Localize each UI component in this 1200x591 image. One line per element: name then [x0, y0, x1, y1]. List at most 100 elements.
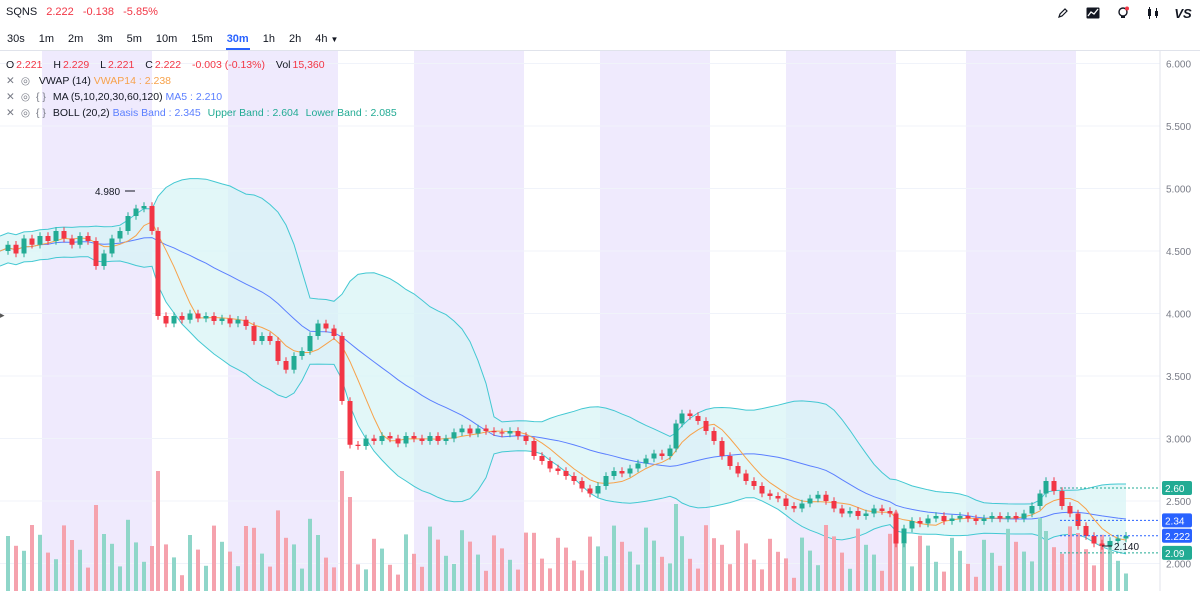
- vs-logo: VS: [1174, 5, 1192, 21]
- volume-bar: [308, 518, 312, 591]
- volume-bar: [982, 539, 986, 591]
- interval-tab-active[interactable]: 30m: [220, 28, 256, 50]
- ma-name: MA (5,10,20,30,60,120): [52, 91, 163, 103]
- candle-body: [855, 511, 861, 516]
- volume-bar: [412, 553, 416, 591]
- candle-body: [555, 468, 561, 471]
- volume-bar: [276, 510, 280, 591]
- interval-tab[interactable]: 3m: [97, 33, 113, 45]
- close-icon[interactable]: ✕: [6, 91, 15, 103]
- volume-bar: [1108, 544, 1112, 591]
- volume-bar: [300, 568, 304, 591]
- interval-tab[interactable]: 5m: [126, 33, 142, 45]
- candle-body: [823, 494, 829, 501]
- ma-legend: ✕ ◎ { } MA (5,10,20,30,60,120) MA5 : 2.210: [6, 89, 222, 105]
- volume-bar: [902, 543, 906, 591]
- candle-body: [679, 413, 685, 424]
- bulb-icon[interactable]: [1114, 4, 1132, 22]
- candle-body: [395, 438, 401, 444]
- candle-body: [879, 508, 885, 511]
- interval-tab[interactable]: 2h: [288, 33, 302, 45]
- volume-bar: [444, 555, 448, 591]
- candle-body: [1099, 543, 1105, 546]
- eye-icon[interactable]: ◎: [20, 75, 30, 87]
- candle-body: [965, 516, 971, 519]
- price-chart[interactable]: 6.000 5.500 5.000 4.500 4.000 3.500 3.000 2.500…: [0, 51, 1200, 591]
- volume-bar: [436, 539, 440, 591]
- boll-legend: ✕ ◎ { } BOLL (20,2) Basis Band : 2.345 Upp…: [6, 105, 397, 121]
- high-value: 2.229: [62, 59, 90, 71]
- candle-body: [1005, 516, 1011, 519]
- candle-body: [459, 428, 465, 433]
- chart-line-icon[interactable]: [1084, 4, 1102, 22]
- candle-body: [171, 316, 177, 324]
- top-bar: SQNS 2.222 -0.138 -5.85% VS: [0, 0, 1200, 26]
- volume-bar: [760, 569, 764, 591]
- volume-bar: [188, 535, 192, 591]
- volume-bar: [364, 569, 368, 591]
- braces-icon[interactable]: { }: [35, 91, 46, 103]
- volume-bar: [934, 561, 938, 591]
- interval-tabs: 30s 1m 2m 3m 5m 10m 15m 30m 1h 2h 4h ▼: [0, 28, 345, 50]
- interval-tab[interactable]: 1m: [38, 33, 55, 45]
- toolbar-icons: VS: [1054, 4, 1192, 22]
- interval-tab[interactable]: 30s: [7, 33, 25, 45]
- volume-bar: [680, 536, 684, 591]
- candle-body: [611, 471, 617, 476]
- candle-body: [1091, 536, 1097, 544]
- volume-bar: [604, 556, 608, 591]
- candle-body: [411, 436, 417, 439]
- volume-bar: [356, 564, 360, 591]
- candle-body: [187, 313, 193, 320]
- candle-body: [687, 413, 693, 416]
- candle-body: [21, 238, 27, 254]
- braces-icon[interactable]: { }: [35, 107, 46, 119]
- candle-body: [299, 351, 305, 356]
- ticker-symbol[interactable]: SQNS: [6, 6, 38, 18]
- interval-tab[interactable]: 10m: [155, 33, 178, 45]
- close-icon[interactable]: ✕: [6, 75, 15, 87]
- vwap-legend: ✕ ◎ VWAP (14) VWAP14 : 2.238: [6, 73, 171, 89]
- candle-body: [251, 326, 257, 341]
- expand-arrow-icon[interactable]: ▸: [0, 310, 5, 320]
- volume-bar: [332, 567, 336, 591]
- volume-bar: [102, 534, 106, 591]
- volume-bar: [78, 549, 82, 591]
- candle-body: [227, 318, 233, 324]
- candle-body: [727, 456, 733, 466]
- volume-bar: [880, 570, 884, 591]
- eye-icon[interactable]: ◎: [20, 107, 30, 119]
- candle-body: [141, 206, 147, 209]
- volume-bar: [532, 532, 536, 591]
- candle-body: [267, 336, 273, 341]
- volume-bar: [572, 560, 576, 591]
- interval-tab-4h[interactable]: 4h ▼: [315, 33, 339, 45]
- candle-body: [483, 428, 489, 431]
- candle-body: [587, 488, 593, 494]
- candle-body: [315, 323, 321, 336]
- candle-body: [775, 496, 781, 499]
- pencil-icon[interactable]: [1054, 4, 1072, 22]
- interval-tab[interactable]: 15m: [191, 33, 213, 45]
- candle-body: [427, 436, 433, 441]
- candles-icon[interactable]: [1144, 4, 1162, 22]
- candle-body: [643, 458, 649, 464]
- candle-body: [1067, 506, 1073, 514]
- candle-body: [77, 236, 83, 245]
- candle-body: [783, 498, 789, 506]
- candle-body: [403, 436, 409, 444]
- vwap-name: VWAP (14): [38, 75, 91, 87]
- volume-bar: [492, 535, 496, 591]
- interval-tab[interactable]: 1h: [262, 33, 275, 45]
- candle-body: [69, 238, 75, 245]
- interval-tab[interactable]: 2m: [68, 33, 84, 45]
- candle-body: [291, 356, 297, 370]
- candle-body: [909, 521, 915, 529]
- candle-body: [61, 231, 67, 239]
- eye-icon[interactable]: ◎: [20, 91, 30, 103]
- close-icon[interactable]: ✕: [6, 107, 15, 119]
- volume-bar: [704, 525, 708, 591]
- annotation-label: 4.980: [95, 187, 120, 198]
- volume-bar: [252, 527, 256, 591]
- ohlc-legend: O 2.221 H 2.229 L 2.221 C 2.222 -0.003 (-0.1…: [6, 57, 333, 73]
